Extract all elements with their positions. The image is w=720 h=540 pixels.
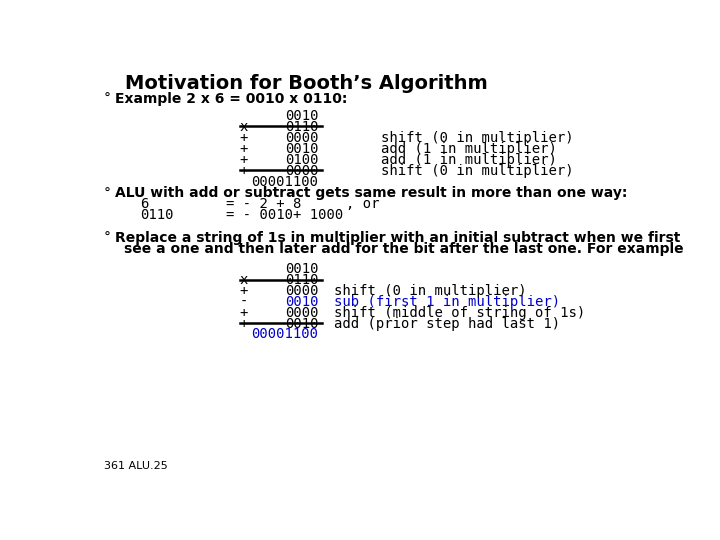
Text: 0010: 0010 bbox=[285, 109, 319, 123]
Text: 0010: 0010 bbox=[285, 262, 319, 276]
Text: +: + bbox=[240, 142, 248, 156]
Text: +: + bbox=[240, 164, 248, 178]
Text: add (1 in multiplier): add (1 in multiplier) bbox=[381, 153, 557, 167]
Text: 0000: 0000 bbox=[285, 284, 319, 298]
Text: 6: 6 bbox=[140, 197, 149, 211]
Text: 0000: 0000 bbox=[285, 164, 319, 178]
Text: 0110: 0110 bbox=[285, 273, 319, 287]
Text: add (prior step had last 1): add (prior step had last 1) bbox=[334, 316, 560, 330]
Text: = - 2 + 8: = - 2 + 8 bbox=[225, 197, 301, 211]
Text: Motivation for Booth’s Algorithm: Motivation for Booth’s Algorithm bbox=[125, 74, 487, 93]
Text: shift (middle of string of 1s): shift (middle of string of 1s) bbox=[334, 306, 585, 320]
Text: 0000: 0000 bbox=[285, 306, 319, 320]
Text: sub (first 1 in multiplier): sub (first 1 in multiplier) bbox=[334, 295, 560, 309]
Text: 0010: 0010 bbox=[285, 295, 319, 309]
Text: shift (0 in multiplier): shift (0 in multiplier) bbox=[334, 284, 527, 298]
Text: 00001100: 00001100 bbox=[251, 327, 319, 341]
Text: 00001100: 00001100 bbox=[251, 175, 319, 189]
Text: °: ° bbox=[104, 231, 111, 245]
Text: 0010: 0010 bbox=[285, 142, 319, 156]
Text: 361 ALU.25: 361 ALU.25 bbox=[104, 461, 168, 471]
Text: shift (0 in multiplier): shift (0 in multiplier) bbox=[381, 164, 573, 178]
Text: 0000: 0000 bbox=[285, 131, 319, 145]
Text: 0110: 0110 bbox=[140, 208, 174, 222]
Text: +: + bbox=[240, 316, 248, 330]
Text: +: + bbox=[240, 153, 248, 167]
Text: see a one and then later add for the bit after the last one. For example: see a one and then later add for the bit… bbox=[124, 242, 684, 256]
Text: shift (0 in multiplier): shift (0 in multiplier) bbox=[381, 131, 573, 145]
Text: 0100: 0100 bbox=[285, 153, 319, 167]
Text: +: + bbox=[240, 284, 248, 298]
Text: 0110: 0110 bbox=[285, 120, 319, 134]
Text: Example 2 x 6 = 0010 x 0110:: Example 2 x 6 = 0010 x 0110: bbox=[114, 92, 347, 106]
Text: add (1 in multiplier): add (1 in multiplier) bbox=[381, 142, 557, 156]
Text: °: ° bbox=[104, 186, 111, 200]
Text: x: x bbox=[240, 120, 248, 134]
Text: Replace a string of 1s in multiplier with an initial subtract when we first: Replace a string of 1s in multiplier wit… bbox=[114, 231, 680, 245]
Text: 0010: 0010 bbox=[285, 316, 319, 330]
Text: , or: , or bbox=[346, 197, 379, 211]
Text: +: + bbox=[240, 131, 248, 145]
Text: x: x bbox=[240, 273, 248, 287]
Text: -: - bbox=[240, 295, 248, 309]
Text: °: ° bbox=[104, 92, 111, 106]
Text: +: + bbox=[240, 306, 248, 320]
Text: ALU with add or subtract gets same result in more than one way:: ALU with add or subtract gets same resul… bbox=[114, 186, 627, 200]
Text: = - 0010+ 1000: = - 0010+ 1000 bbox=[225, 208, 343, 222]
